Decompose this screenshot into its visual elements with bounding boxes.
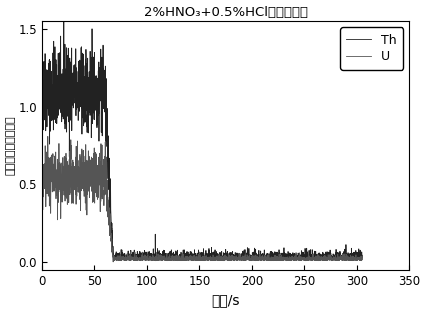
Th xyxy=(145,254,150,258)
X-axis label: 时间/s: 时间/s xyxy=(211,294,240,307)
Y-axis label: 信号强度相对百分比: 信号强度相对百分比 xyxy=(6,116,16,175)
Th xyxy=(301,258,306,262)
U xyxy=(255,257,260,261)
Line: Th: Th xyxy=(42,13,362,260)
U xyxy=(360,257,365,261)
Th xyxy=(213,257,218,260)
U xyxy=(213,259,218,263)
Th xyxy=(61,11,66,15)
U xyxy=(145,253,150,257)
U xyxy=(298,258,303,261)
Line: U: U xyxy=(42,136,362,262)
Th xyxy=(298,256,303,260)
U xyxy=(111,260,116,264)
Th xyxy=(39,79,44,83)
Legend: Th, U: Th, U xyxy=(340,27,403,69)
Th xyxy=(255,255,260,259)
U xyxy=(301,256,306,260)
U xyxy=(173,257,178,260)
Th xyxy=(173,249,178,253)
Th xyxy=(360,254,365,257)
U xyxy=(39,177,44,181)
U xyxy=(45,135,50,138)
Title: 2%HNO₃+0.5%HCl为洗脱溶剂: 2%HNO₃+0.5%HCl为洗脱溶剂 xyxy=(144,6,308,18)
Th xyxy=(254,258,259,262)
